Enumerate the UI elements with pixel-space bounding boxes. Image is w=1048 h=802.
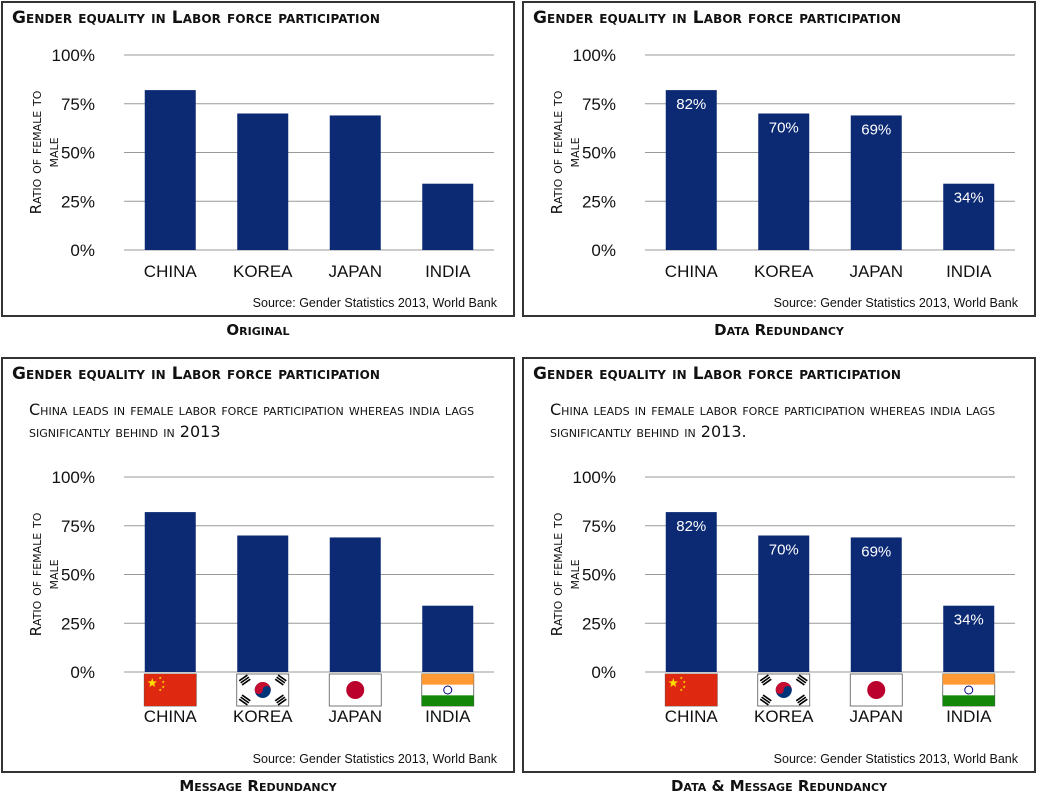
y-tick-label: 50% xyxy=(61,144,95,163)
source-note: Source: Gender Statistics 2013, World Ba… xyxy=(773,752,1018,766)
y-tick-label: 25% xyxy=(61,614,95,633)
china-flag-icon xyxy=(664,673,718,707)
y-tick-label: 100% xyxy=(573,46,616,65)
chart-panel-original: Gender equality in Labor force participa… xyxy=(1,1,515,317)
chart-message: China leads in female labor force partic… xyxy=(29,400,475,441)
bar-korea xyxy=(237,535,289,672)
y-tick-label: 25% xyxy=(61,192,95,211)
chart-caption: Data Redundancy xyxy=(714,321,844,339)
bar-japan xyxy=(329,115,381,250)
y-tick-label: 75% xyxy=(582,95,616,114)
chart-caption: Message Redundancy xyxy=(179,777,337,795)
y-tick-label: 0% xyxy=(591,663,616,682)
chart-title: Gender equality in Labor force participa… xyxy=(533,8,902,28)
x-tick-label: INDIA xyxy=(946,707,992,726)
x-tick-label: JAPAN xyxy=(328,707,382,726)
bar-japan xyxy=(329,537,381,672)
y-tick-label: 75% xyxy=(582,517,616,536)
bar-india xyxy=(422,183,474,250)
y-tick-label: 25% xyxy=(582,614,616,633)
japan-flag-icon xyxy=(328,673,382,707)
y-tick-label: 0% xyxy=(70,241,95,260)
data-label: 69% xyxy=(861,543,891,560)
y-tick-label: 100% xyxy=(573,468,616,487)
y-tick-label: 50% xyxy=(61,566,95,585)
bar-china xyxy=(144,90,196,250)
y-tick-label: 100% xyxy=(52,46,95,65)
china-flag-icon xyxy=(143,673,197,707)
x-tick-label: CHINA xyxy=(144,707,198,726)
x-tick-label: CHINA xyxy=(665,262,719,281)
bar-korea xyxy=(758,113,810,250)
data-label: 70% xyxy=(769,542,799,559)
y-tick-label: 0% xyxy=(70,663,95,682)
x-tick-label: CHINA xyxy=(665,707,719,726)
chart-caption: Original xyxy=(226,321,290,339)
india-flag-icon xyxy=(421,673,475,707)
y-tick-label: 75% xyxy=(61,95,95,114)
bar-korea xyxy=(237,113,289,250)
y-axis-label: Ratio of female tomale xyxy=(27,512,62,636)
bar-india xyxy=(943,605,995,672)
data-label: 34% xyxy=(954,190,984,207)
y-tick-label: 75% xyxy=(61,517,95,536)
y-tick-label: 50% xyxy=(582,566,616,585)
chart-title: Gender equality in Labor force participa… xyxy=(12,364,381,384)
data-label: 34% xyxy=(954,612,984,629)
bar-india xyxy=(943,183,995,250)
source-note: Source: Gender Statistics 2013, World Ba… xyxy=(252,296,497,310)
chart-caption: Data & Message Redundancy xyxy=(670,777,888,795)
bar-chart: 0% 25% 50% 75% 100% Ratio of female tomale CHI… xyxy=(27,468,494,726)
korea-flag-icon xyxy=(757,673,811,707)
bar-china xyxy=(665,512,717,672)
data-label: 82% xyxy=(676,96,706,113)
bar-chart: 0% 25% 50% 75% 100% Ratio of female tomale 82%… xyxy=(548,46,1015,281)
x-tick-label: CHINA xyxy=(144,262,198,281)
y-axis-label: Ratio of female tomale xyxy=(27,90,62,214)
japan-flag-icon xyxy=(849,673,903,707)
bar-japan xyxy=(850,115,902,250)
x-tick-label: INDIA xyxy=(425,707,471,726)
chart-panel-data-redundancy: Gender equality in Labor force participa… xyxy=(522,1,1036,317)
bar-chart: 0% 25% 50% 75% 100% Ratio of female tomale CHI… xyxy=(27,46,494,281)
data-label: 70% xyxy=(769,120,799,137)
x-tick-label: INDIA xyxy=(425,262,471,281)
chart-title: Gender equality in Labor force participa… xyxy=(533,364,902,384)
source-note: Source: Gender Statistics 2013, World Ba… xyxy=(773,296,1018,310)
bar-japan xyxy=(850,537,902,672)
y-tick-label: 100% xyxy=(52,468,95,487)
y-axis-label: Ratio of female tomale xyxy=(548,90,583,214)
y-tick-label: 0% xyxy=(591,241,616,260)
data-label: 69% xyxy=(861,121,891,138)
korea-flag-icon xyxy=(236,673,290,707)
chart-panel-message-redundancy: Gender equality in Labor force participa… xyxy=(1,357,515,773)
x-tick-label: JAPAN xyxy=(328,262,382,281)
bar-chart: 0% 25% 50% 75% 100% Ratio of female tomale 82%… xyxy=(548,468,1015,726)
chart-message: China leads in female labor force partic… xyxy=(550,400,996,441)
bar-india xyxy=(422,605,474,672)
data-label: 82% xyxy=(676,518,706,535)
x-tick-label: KOREA xyxy=(754,262,814,281)
bar-china xyxy=(665,90,717,250)
x-tick-label: KOREA xyxy=(754,707,814,726)
bar-china xyxy=(144,512,196,672)
y-tick-label: 50% xyxy=(582,144,616,163)
y-axis-label: Ratio of female tomale xyxy=(548,512,583,636)
x-tick-label: KOREA xyxy=(233,262,293,281)
source-note: Source: Gender Statistics 2013, World Ba… xyxy=(252,752,497,766)
y-tick-label: 25% xyxy=(582,192,616,211)
bar-korea xyxy=(758,535,810,672)
x-tick-label: JAPAN xyxy=(849,262,903,281)
x-tick-label: INDIA xyxy=(946,262,992,281)
chart-panel-data-message-redundancy: Gender equality in Labor force participa… xyxy=(522,357,1036,773)
india-flag-icon xyxy=(942,673,996,707)
x-tick-label: JAPAN xyxy=(849,707,903,726)
chart-title: Gender equality in Labor force participa… xyxy=(12,8,381,28)
x-tick-label: KOREA xyxy=(233,707,293,726)
